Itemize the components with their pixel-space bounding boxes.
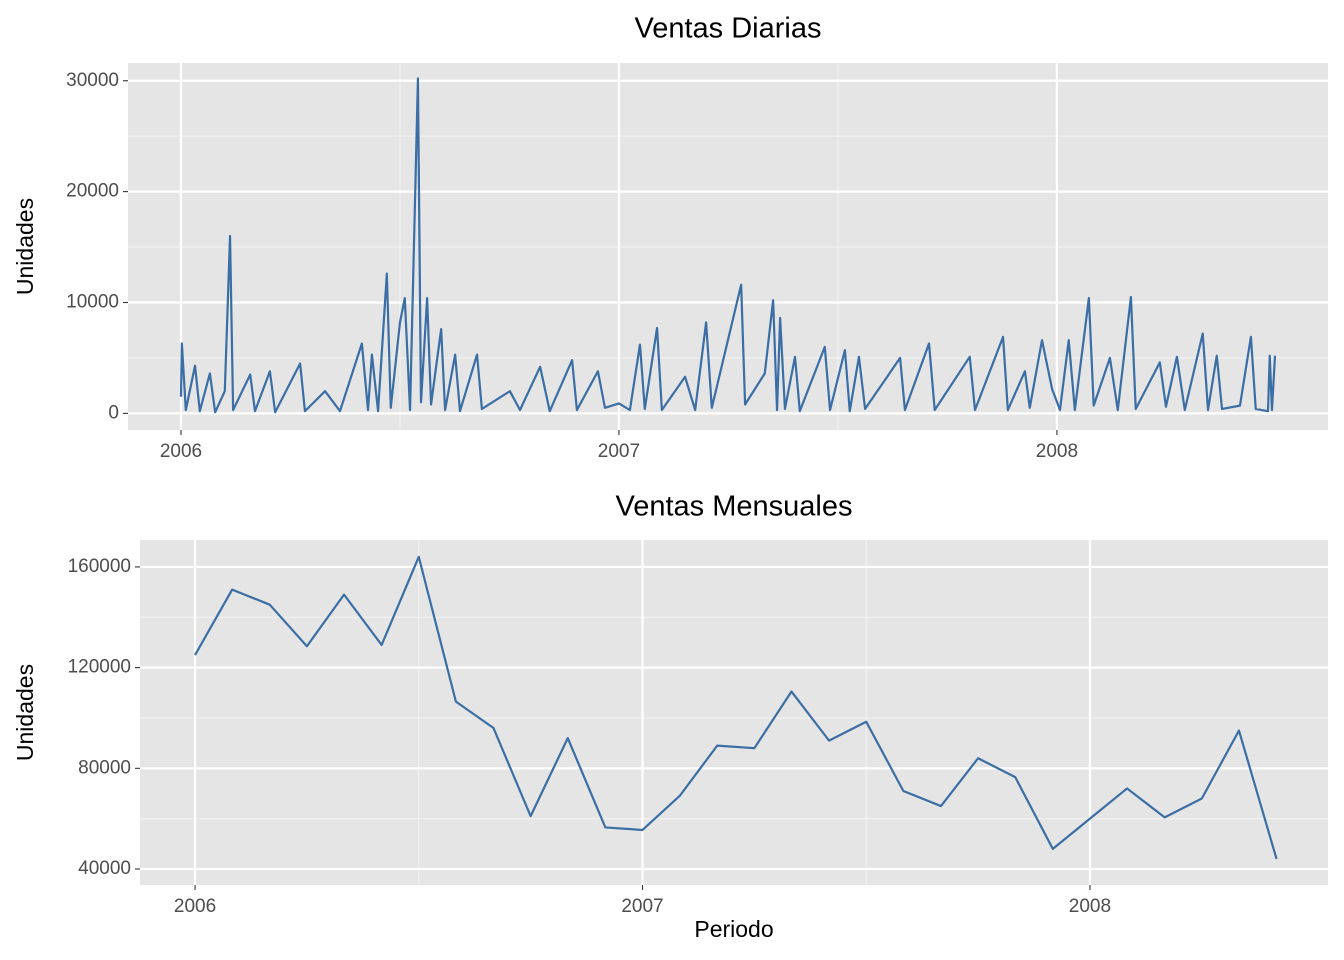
x-tick-label: 2006 [174, 896, 216, 917]
plot-panel [128, 63, 1328, 430]
x-axis-title: Periodo [694, 916, 773, 942]
x-tick-label: 2008 [1069, 896, 1111, 917]
y-tick-label: 0 [108, 402, 119, 423]
y-axis-title: Unidades [12, 198, 38, 295]
x-tick-label: 2006 [160, 441, 202, 462]
x-tick-label: 2007 [598, 441, 640, 462]
y-axis-title: Unidades [12, 664, 38, 761]
chart-title: Ventas Diarias [635, 13, 822, 45]
y-tick-label: 160000 [68, 556, 131, 577]
y-tick-label: 80000 [78, 757, 131, 778]
x-tick-label: 2007 [621, 896, 663, 917]
y-tick-label: 40000 [78, 858, 131, 879]
y-tick-label: 30000 [66, 70, 119, 91]
y-tick-label: 10000 [66, 292, 119, 313]
chart-title: Ventas Mensuales [616, 491, 853, 523]
data-line [194, 555, 1278, 860]
plot-panel [140, 540, 1328, 885]
y-tick-label: 20000 [66, 181, 119, 202]
x-tick-label: 2008 [1036, 441, 1078, 462]
y-tick-label: 120000 [68, 657, 131, 678]
data-line [179, 77, 1277, 414]
